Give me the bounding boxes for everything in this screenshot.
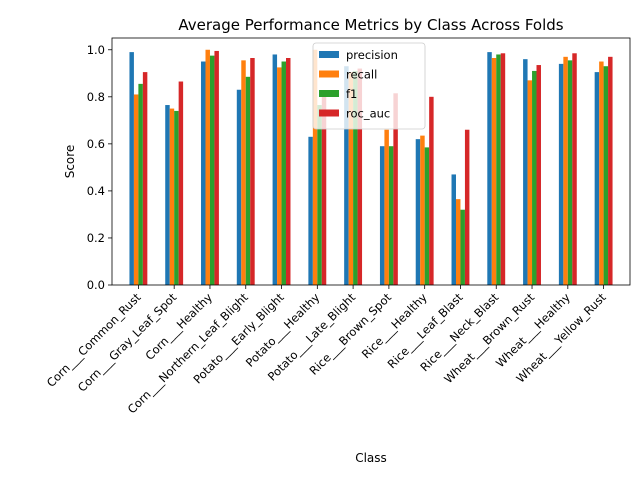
bar-f1-Rice___Neck_Blast <box>496 54 501 285</box>
bar-f1-Potato___Late_Blight <box>353 70 358 286</box>
bar-f1-Potato___Early_Blight <box>281 61 287 285</box>
bars-layer <box>129 49 613 286</box>
bar-roc_auc-Rice___Leaf_Blast <box>464 129 470 285</box>
y-tick-label: 0.4 <box>87 184 105 198</box>
bar-precision-Potato___Healthy <box>308 136 313 285</box>
bar-recall-Corn___Northern_Leaf_Blight <box>241 60 246 285</box>
y-tick-label: 0.6 <box>87 137 105 151</box>
bar-recall-Wheat___Yellow_Rust <box>599 61 604 285</box>
legend-swatch-precision <box>319 51 339 58</box>
bar-f1-Wheat___Brown_Rust <box>532 70 537 286</box>
bar-recall-Potato___Early_Blight <box>277 67 282 286</box>
x-axis: Corn___Common_RustCorn___Gray_Leaf_SpotC… <box>44 285 609 416</box>
bar-roc_auc-Rice___Healthy <box>429 96 434 285</box>
bar-precision-Wheat___Brown_Rust <box>523 59 528 285</box>
bar-roc_auc-Potato___Early_Blight <box>286 58 291 285</box>
bar-f1-Wheat___Healthy <box>567 60 573 285</box>
y-tick-label: 0.2 <box>87 231 105 245</box>
y-axis: 0.0 0.2 0.4 0.6 0.8 1.0 <box>87 43 112 292</box>
y-tick-label: 0.8 <box>87 90 105 104</box>
bar-recall-Potato___Healthy <box>312 49 318 286</box>
bar-roc_auc-Potato___Late_Blight <box>357 68 363 285</box>
x-axis-label: Class <box>355 451 387 465</box>
bar-recall-Corn___Healthy <box>205 49 210 286</box>
bar-recall-Rice___Leaf_Blast <box>455 199 461 285</box>
chart-title: Average Performance Metrics by Class Acr… <box>178 16 563 34</box>
bar-roc_auc-Corn___Common_Rust <box>142 72 148 285</box>
bar-precision-Corn___Northern_Leaf_Blight <box>236 89 242 285</box>
legend-label-precision: precision <box>346 48 398 62</box>
bar-precision-Corn___Healthy <box>201 61 206 285</box>
y-tick-label: 1.0 <box>87 43 105 57</box>
bar-roc_auc-Potato___Healthy <box>321 96 327 285</box>
bar-precision-Potato___Early_Blight <box>272 54 278 285</box>
bar-roc_auc-Corn___Northern_Leaf_Blight <box>250 58 255 285</box>
bar-f1-Potato___Healthy <box>317 105 322 285</box>
bar-f1-Rice___Brown_Spot <box>388 146 394 285</box>
bar-precision-Rice___Healthy <box>415 139 421 285</box>
bar-f1-Wheat___Yellow_Rust <box>603 66 609 285</box>
bar-f1-Corn___Healthy <box>209 55 215 285</box>
bar-recall-Rice___Neck_Blast <box>491 58 497 285</box>
bar-precision-Rice___Leaf_Blast <box>451 174 456 285</box>
bar-roc_auc-Wheat___Brown_Rust <box>536 65 541 285</box>
bar-precision-Rice___Brown_Spot <box>379 146 385 285</box>
bar-recall-Potato___Late_Blight <box>348 72 354 285</box>
bar-roc_auc-Rice___Brown_Spot <box>393 93 398 285</box>
bar-roc_auc-Corn___Gray_Leaf_Spot <box>178 81 184 286</box>
bar-roc_auc-Rice___Neck_Blast <box>500 53 506 285</box>
legend-swatch-roc_auc <box>319 109 339 117</box>
legend-box <box>312 42 426 130</box>
bar-precision-Corn___Gray_Leaf_Spot <box>165 105 170 285</box>
bar-f1-Corn___Northern_Leaf_Blight <box>245 76 251 285</box>
y-axis-label: Score <box>63 145 77 179</box>
bar-recall-Rice___Healthy <box>420 135 425 285</box>
legend: precision recall f1 roc_auc <box>312 42 426 130</box>
y-tick-label: 0.0 <box>87 278 105 292</box>
bar-precision-Potato___Late_Blight <box>344 66 349 285</box>
bar-precision-Wheat___Healthy <box>558 63 564 285</box>
bar-roc_auc-Wheat___Healthy <box>572 53 577 285</box>
legend-swatch-recall <box>319 70 339 78</box>
legend-label-f1: f1 <box>346 87 357 101</box>
bar-precision-Corn___Common_Rust <box>129 52 134 285</box>
bar-f1-Rice___Healthy <box>424 147 430 285</box>
legend-label-recall: recall <box>346 68 377 82</box>
bar-recall-Rice___Brown_Spot <box>384 129 389 285</box>
legend-swatch-f1 <box>319 90 339 97</box>
bar-recall-Wheat___Healthy <box>563 56 568 285</box>
bar-f1-Corn___Common_Rust <box>138 83 143 286</box>
plot-frame <box>111 37 631 286</box>
bar-roc_auc-Wheat___Yellow_Rust <box>608 56 613 285</box>
legend-label-roc_auc: roc_auc <box>346 107 390 121</box>
bar-f1-Corn___Gray_Leaf_Spot <box>174 110 179 285</box>
bar-f1-Rice___Leaf_Blast <box>460 209 465 285</box>
bar-recall-Wheat___Brown_Rust <box>527 80 533 285</box>
bar-precision-Rice___Neck_Blast <box>487 52 492 285</box>
bar-precision-Wheat___Yellow_Rust <box>594 72 600 285</box>
bar-roc_auc-Corn___Healthy <box>214 50 219 285</box>
bar-recall-Corn___Gray_Leaf_Spot <box>169 108 175 285</box>
bar-recall-Corn___Common_Rust <box>133 94 139 286</box>
